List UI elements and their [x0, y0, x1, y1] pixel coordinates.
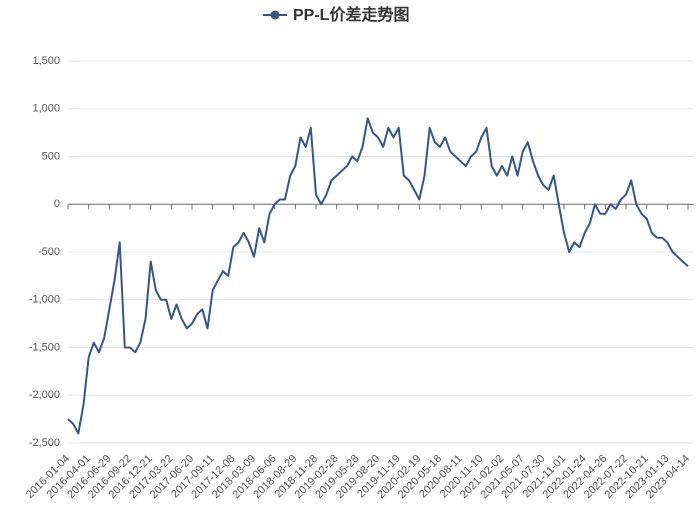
y-tick-label: 500 [42, 150, 60, 162]
legend-label: PP-L价差走势图 [293, 5, 409, 24]
y-tick-label: -1,500 [29, 341, 60, 353]
y-tick-label: 0 [54, 198, 60, 210]
y-tick-label: -1,000 [29, 294, 60, 306]
series-line [67, 117, 689, 435]
y-tick-label: -500 [38, 246, 60, 258]
y-tick-label: -2,000 [29, 389, 60, 401]
legend-marker [270, 10, 280, 20]
y-tick-label: 1,000 [32, 103, 60, 115]
y-tick-label: 1,500 [32, 55, 60, 67]
y-tick-label: -2,500 [29, 437, 60, 449]
